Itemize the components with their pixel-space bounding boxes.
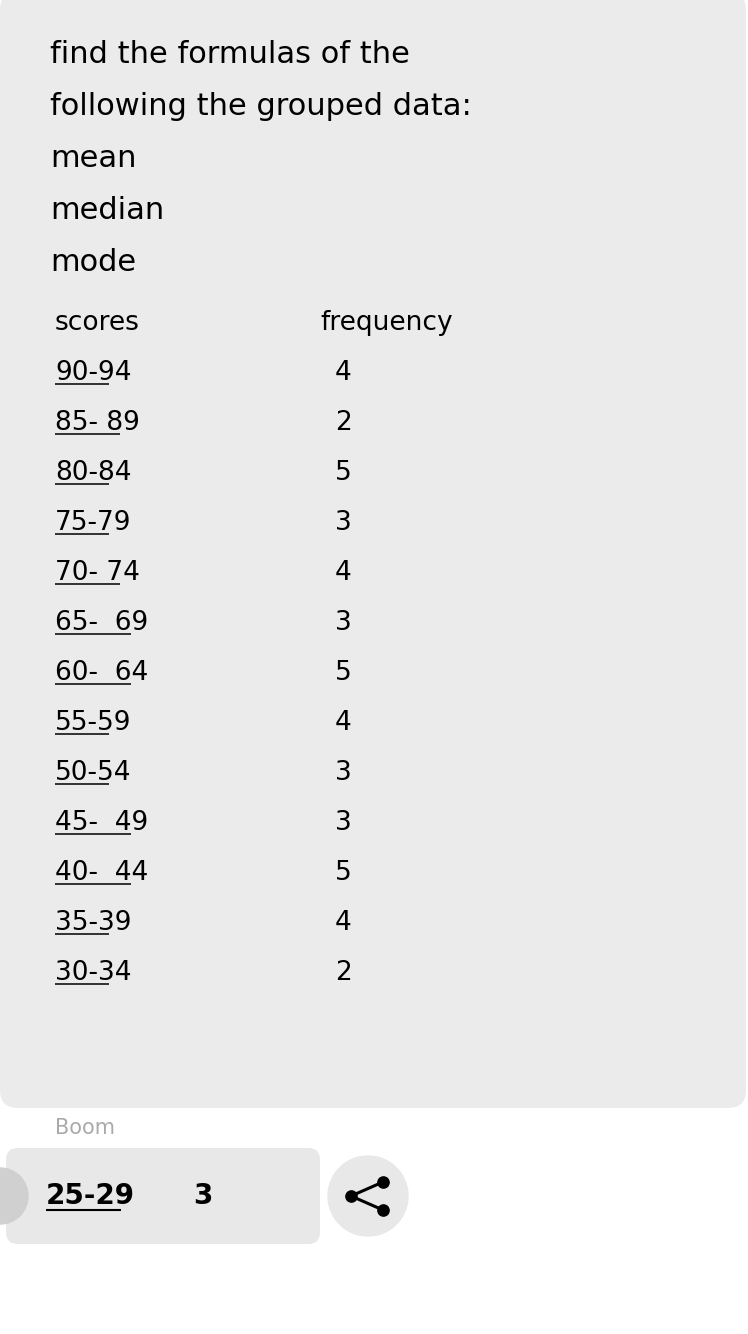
Text: mode: mode xyxy=(50,248,136,277)
Text: median: median xyxy=(50,196,165,225)
Text: mean: mean xyxy=(50,144,136,173)
Text: 35-39: 35-39 xyxy=(55,910,132,936)
Text: 25-29: 25-29 xyxy=(46,1182,135,1210)
FancyBboxPatch shape xyxy=(6,1149,320,1245)
Circle shape xyxy=(0,1169,28,1225)
Text: 4: 4 xyxy=(335,710,352,736)
Text: Boom: Boom xyxy=(55,1118,115,1138)
Text: 65-  69: 65- 69 xyxy=(55,610,148,636)
Text: 4: 4 xyxy=(335,910,352,936)
Text: 4: 4 xyxy=(335,360,352,386)
Text: 55-59: 55-59 xyxy=(55,710,132,736)
Text: 5: 5 xyxy=(335,660,352,686)
Text: 90-94: 90-94 xyxy=(55,360,132,386)
Text: 3: 3 xyxy=(193,1182,212,1210)
Text: 2: 2 xyxy=(335,960,352,986)
Text: 70- 74: 70- 74 xyxy=(55,560,140,586)
Text: 3: 3 xyxy=(335,510,352,536)
Text: 80-84: 80-84 xyxy=(55,460,132,486)
FancyBboxPatch shape xyxy=(0,0,746,1109)
Text: 3: 3 xyxy=(335,760,352,786)
Text: 60-  64: 60- 64 xyxy=(55,660,148,686)
Text: 75-79: 75-79 xyxy=(55,510,132,536)
Text: find the formulas of the: find the formulas of the xyxy=(50,40,410,69)
Text: 85- 89: 85- 89 xyxy=(55,410,140,436)
Text: 5: 5 xyxy=(335,860,352,886)
Text: 45-  49: 45- 49 xyxy=(55,810,148,836)
Text: 2: 2 xyxy=(335,410,352,436)
Text: 30-34: 30-34 xyxy=(55,960,132,986)
Text: 3: 3 xyxy=(335,810,352,836)
Text: 4: 4 xyxy=(335,560,352,586)
Text: frequency: frequency xyxy=(320,309,453,336)
Text: 5: 5 xyxy=(335,460,352,486)
Circle shape xyxy=(328,1157,408,1237)
Text: 50-54: 50-54 xyxy=(55,760,132,786)
Text: 3: 3 xyxy=(335,610,352,636)
Text: following the grouped data:: following the grouped data: xyxy=(50,92,472,121)
Text: 40-  44: 40- 44 xyxy=(55,860,148,886)
Text: scores: scores xyxy=(55,309,140,336)
